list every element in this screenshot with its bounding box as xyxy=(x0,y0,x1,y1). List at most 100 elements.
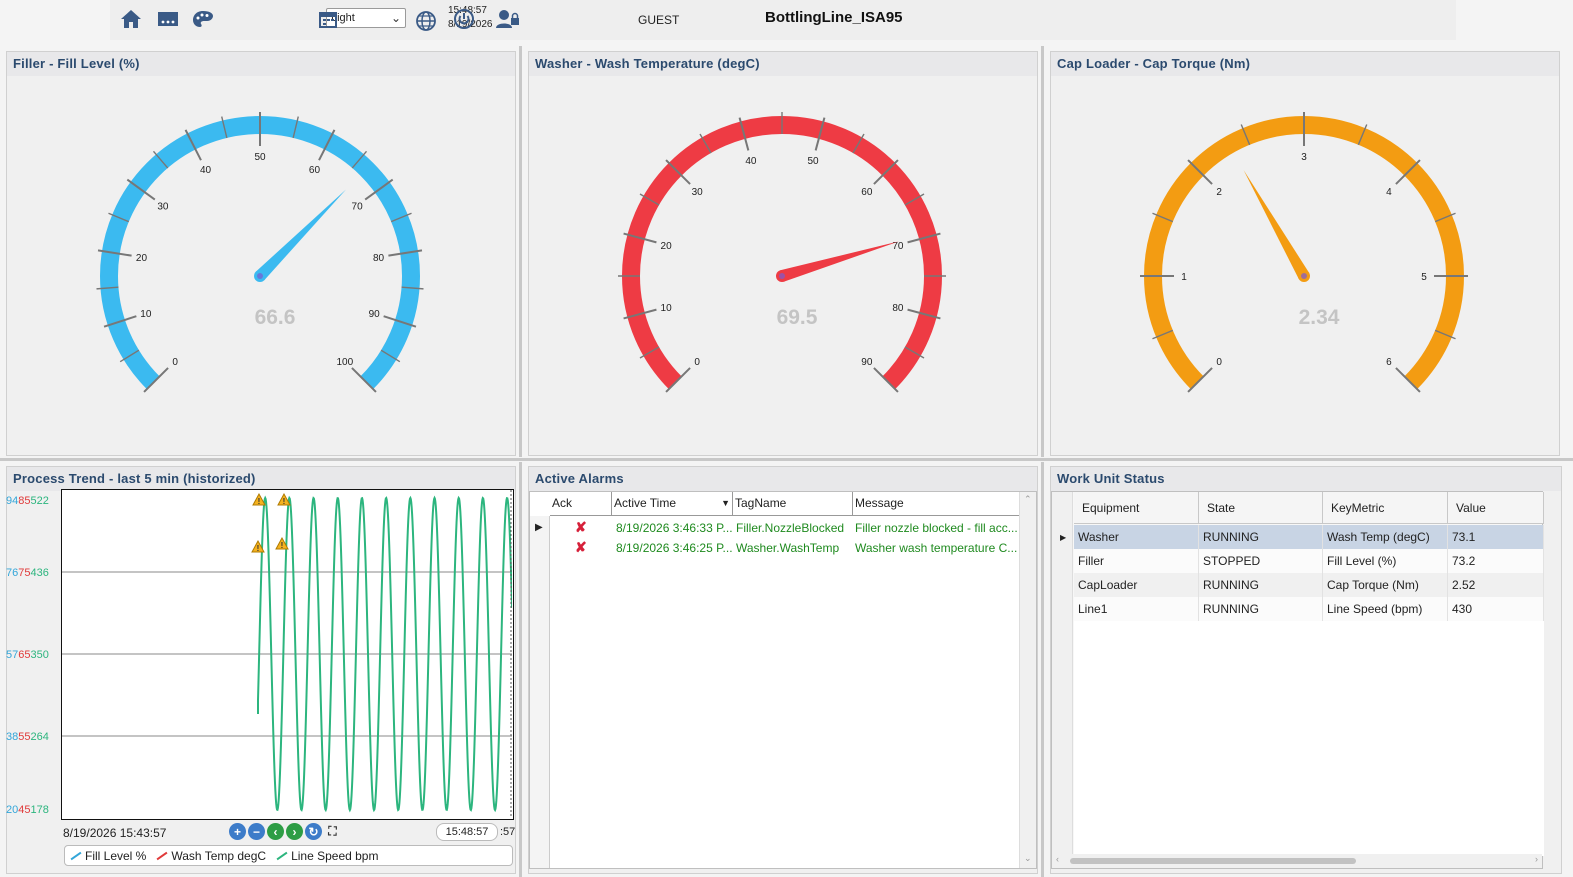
work-unit-row[interactable]: Washer RUNNING Wash Temp (degC) 73.1 xyxy=(1074,525,1544,549)
sort-desc-icon: ▼ xyxy=(721,498,730,508)
work-unit-row[interactable]: Filler STOPPED Fill Level (%) 73.2 xyxy=(1074,549,1544,573)
gauge-tick xyxy=(639,193,660,206)
y-tick-fill-level: 57 xyxy=(6,649,19,661)
zoom-out-icon[interactable]: − xyxy=(248,823,265,840)
alarm-marker-icon[interactable]: ! xyxy=(275,536,289,550)
legend-item[interactable]: Fill Level % xyxy=(70,849,146,863)
gauge-tick xyxy=(873,159,899,185)
work-unit-row[interactable]: Line1 RUNNING Line Speed (bpm) 430 xyxy=(1074,597,1544,621)
trend-plot-area[interactable]: !!!! xyxy=(61,489,514,820)
scroll-down-icon[interactable]: ⌄ xyxy=(1024,853,1032,863)
column-header-keymetric[interactable]: KeyMetric xyxy=(1323,492,1448,524)
column-header-tagname[interactable]: TagName xyxy=(733,492,853,516)
y-tick-line-speed: 522 xyxy=(30,495,49,507)
gauge-tick xyxy=(814,117,826,151)
trend-chart[interactable]: !!!! xyxy=(62,490,513,818)
alarm-marker-icon[interactable]: ! xyxy=(277,492,291,506)
gauge-tick xyxy=(143,367,169,393)
column-header-message[interactable]: Message xyxy=(853,492,1020,516)
scrollbar-thumb[interactable] xyxy=(1070,858,1356,864)
y-tick-wash-temp: 65 xyxy=(18,649,31,661)
gauge-tick xyxy=(221,116,228,139)
equipment-cell: Filler xyxy=(1074,549,1199,573)
zoom-in-icon[interactable]: + xyxy=(229,823,246,840)
divider[interactable] xyxy=(1041,462,1044,877)
gauge-tick-label: 20 xyxy=(136,253,148,264)
alarms-grid: ▶ Ack Active Time ▼ TagName Message ✘ 8/… xyxy=(529,491,1037,869)
gauge-tick-label: 20 xyxy=(661,241,673,252)
more-icon[interactable] xyxy=(155,6,181,32)
divider[interactable] xyxy=(1041,46,1044,457)
current-row-indicator-icon: ▶ xyxy=(1060,533,1067,542)
gauge-tick-label: 80 xyxy=(892,303,904,314)
gauge-tick-label: 0 xyxy=(172,357,178,368)
scroll-forward-icon[interactable]: › xyxy=(286,823,303,840)
trend-end-time[interactable]: 15:48:57 xyxy=(436,823,498,841)
column-header-active-time[interactable]: Active Time ▼ xyxy=(612,492,733,516)
work-unit-row[interactable]: CapLoader RUNNING Cap Torque (Nm) 2.52 xyxy=(1074,573,1544,597)
legend-item[interactable]: Wash Temp degC xyxy=(156,849,266,863)
legend-label: Line Speed bpm xyxy=(291,848,379,863)
scroll-back-icon[interactable]: ‹ xyxy=(267,823,284,840)
alarm-message: Washer wash temperature C... xyxy=(855,541,1018,555)
gauge-arc xyxy=(100,116,420,390)
scroll-up-icon[interactable]: ⌃ xyxy=(1024,494,1032,504)
alarm-marker-icon[interactable]: ! xyxy=(252,492,266,506)
gauge-tick xyxy=(1395,159,1421,185)
gauge-tick-label: 30 xyxy=(157,201,169,212)
column-header-state[interactable]: State xyxy=(1199,492,1323,524)
gauge-tick-label: 6 xyxy=(1386,357,1392,368)
trend-start-time: 8/19/2026 15:43:57 xyxy=(63,826,167,840)
gauge-needle xyxy=(255,189,346,281)
gauge-tick-label: 5 xyxy=(1421,272,1427,283)
gauge-tick xyxy=(873,367,899,393)
svg-text:!: ! xyxy=(257,544,260,553)
alarm-marker-icon[interactable]: ! xyxy=(251,539,265,553)
power-icon[interactable] xyxy=(451,6,477,32)
trend-y-tick: 3855264 xyxy=(6,731,49,743)
chevron-down-icon: ⌄ xyxy=(390,11,401,25)
horizontal-scrollbar[interactable]: ‹ › xyxy=(1052,854,1542,868)
unacknowledged-icon[interactable]: ✘ xyxy=(575,539,587,555)
gauge-tick xyxy=(665,367,691,393)
metric-cell: Wash Temp (degC) xyxy=(1323,525,1448,549)
svg-text:!: ! xyxy=(281,541,284,550)
gauge-tick xyxy=(126,178,156,201)
gauge-tick xyxy=(96,286,119,290)
top-toolbar: Light ⌄ 15:48:57 8/19/2026 GUEST Bottlin… xyxy=(110,0,1456,40)
scroll-left-icon[interactable]: ‹ xyxy=(1056,854,1059,864)
column-header-value[interactable]: Value xyxy=(1448,492,1544,524)
column-header-equipment[interactable]: Equipment xyxy=(1074,492,1199,524)
vertical-scrollbar[interactable]: ⌃ ⌄ xyxy=(1019,492,1036,868)
wash-temperature-gauge: 0 10 20 30 40 50 60 70 80 90 69.5 xyxy=(618,112,946,393)
refresh-icon[interactable]: ↻ xyxy=(305,823,322,840)
y-tick-line-speed: 436 xyxy=(30,567,49,579)
metric-cell: Line Speed (bpm) xyxy=(1323,597,1448,621)
user-icon[interactable] xyxy=(495,6,521,32)
unacknowledged-icon[interactable]: ✘ xyxy=(575,519,587,535)
gauge-tick-label: 50 xyxy=(807,156,819,167)
gauge-tick-label: 10 xyxy=(140,309,152,320)
gauge-tick-label: 50 xyxy=(254,152,266,163)
legend-item[interactable]: Line Speed bpm xyxy=(276,849,378,863)
divider[interactable] xyxy=(519,46,522,457)
y-tick-wash-temp: 75 xyxy=(18,567,31,579)
gauge-tick xyxy=(364,178,394,201)
gauge-tick xyxy=(152,150,169,169)
scroll-right-icon[interactable]: › xyxy=(1535,854,1538,864)
gauge-panel-filler: Filler - Fill Level (%) 0 10 20 30 40 50 60 70 8… xyxy=(6,51,516,456)
gauge-panel-caploader: Cap Loader - Cap Torque (Nm) 0 1 2 3 4 5 6 2.34 xyxy=(1050,51,1560,456)
divider[interactable] xyxy=(519,462,522,877)
gauge-value-label: 2.34 xyxy=(1299,306,1340,329)
gauge-tick-label: 70 xyxy=(892,241,904,252)
gauge-tick xyxy=(103,315,137,328)
column-header-ack[interactable]: Ack xyxy=(550,492,612,516)
gauge-tick xyxy=(623,308,657,320)
home-icon[interactable] xyxy=(118,6,144,32)
globe-icon[interactable] xyxy=(413,8,439,34)
fullscreen-icon[interactable]: ⛶ xyxy=(328,824,337,838)
theme-palette-icon[interactable] xyxy=(190,6,216,32)
trend-y-tick: 9485522 xyxy=(6,495,49,507)
divider[interactable] xyxy=(0,458,1573,461)
calendar-icon xyxy=(315,6,341,32)
